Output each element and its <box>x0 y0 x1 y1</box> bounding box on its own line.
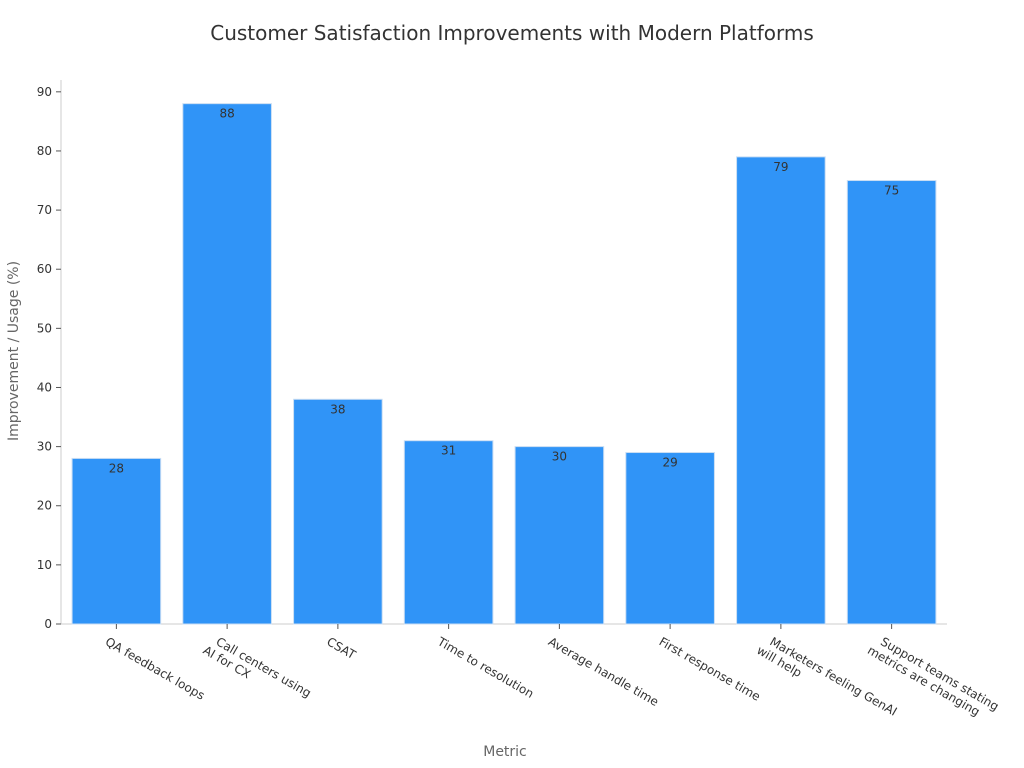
plot-area: 0 10 20 30 40 50 60 70 80 90 28 QA feedback loops 88… <box>37 80 1001 719</box>
bar <box>403 440 494 625</box>
y-tick-label: 60 <box>37 262 52 276</box>
y-axis-title: Improvement / Usage (%) <box>6 261 22 441</box>
y-tick-label: 30 <box>37 440 52 454</box>
bar <box>846 180 937 625</box>
data-label: 38 <box>330 402 345 416</box>
chart-title: Customer Satisfaction Improvements with … <box>210 21 814 45</box>
data-label: 29 <box>662 456 677 470</box>
data-label: 88 <box>219 107 234 121</box>
x-tick-label: QA feedback loops <box>103 634 207 702</box>
bar <box>293 398 383 625</box>
x-tick-label: Call centers usingAI for CX <box>201 631 314 712</box>
data-label: 79 <box>773 160 788 174</box>
data-label: 31 <box>441 444 456 458</box>
bar <box>514 446 605 625</box>
y-tick-label: 0 <box>44 617 52 631</box>
x-tick-label: Average handle time <box>546 634 661 709</box>
x-tick-label: CSAT <box>324 634 358 662</box>
y-tick-label: 10 <box>37 558 52 572</box>
x-tick-label: Time to resolution <box>434 634 536 701</box>
y-tick-label: 90 <box>37 85 52 99</box>
bar <box>182 103 272 625</box>
data-label: 28 <box>109 461 124 475</box>
bar <box>71 457 162 625</box>
y-tick-label: 80 <box>37 144 52 158</box>
y-tick-label: 50 <box>37 321 52 335</box>
y-tick-label: 20 <box>37 499 52 513</box>
data-label: 30 <box>552 450 567 464</box>
y-tick-label: 40 <box>37 380 52 394</box>
data-label: 75 <box>884 184 899 198</box>
bar <box>625 452 715 625</box>
bar <box>736 156 826 625</box>
y-tick-label: 70 <box>37 203 52 217</box>
x-tick-label: First response time <box>657 634 763 703</box>
x-axis-title: Metric <box>483 744 527 760</box>
